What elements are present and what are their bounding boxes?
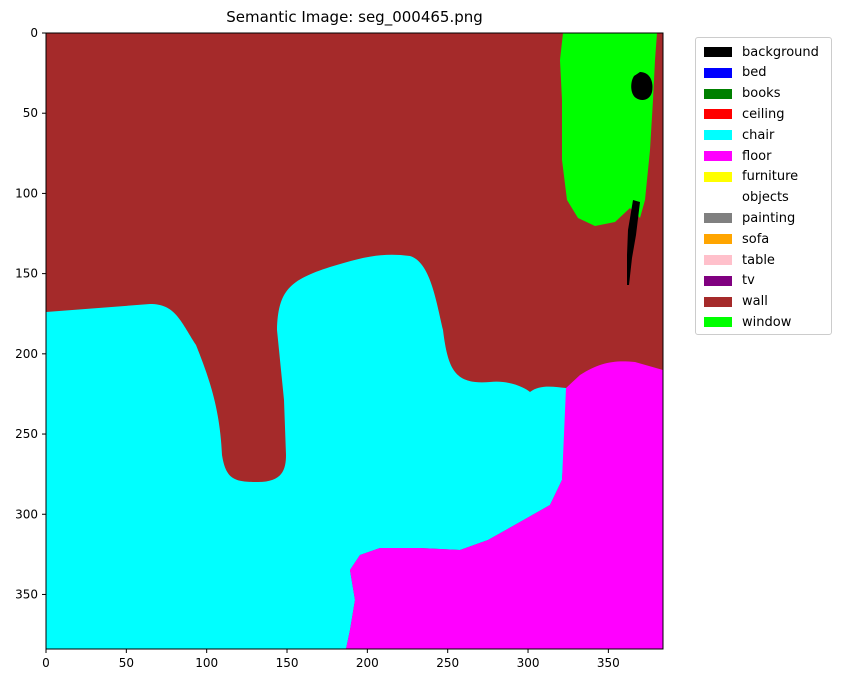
legend-swatch [704, 255, 732, 265]
legend-swatch [704, 47, 732, 57]
legend-swatch [704, 88, 732, 99]
background-blob-upper [631, 72, 653, 100]
legend-swatch [704, 317, 732, 328]
legend-item-books: books [704, 85, 780, 103]
x-tick-label: 150 [276, 656, 299, 670]
legend-swatch [704, 171, 732, 182]
legend-label: sofa [742, 231, 770, 247]
plot-title: Semantic Image: seg_000465.png [226, 8, 483, 26]
chair-region [46, 254, 566, 650]
legend: background bed books ceiling chair floor furni… [695, 37, 832, 335]
legend-label: bed [742, 65, 767, 81]
background-blob-lower [627, 200, 640, 285]
legend-swatch [704, 275, 732, 286]
legend-label: window [742, 314, 792, 330]
legend-swatch [704, 192, 732, 203]
legend-item-background: background [704, 43, 819, 61]
x-tick-label: 250 [436, 656, 459, 670]
x-tick-label: 100 [195, 656, 218, 670]
legend-item-wall: wall [704, 293, 768, 311]
legend-swatch [704, 130, 732, 141]
y-tick-label: 200 [15, 347, 38, 361]
floor-region [346, 361, 663, 649]
legend-item-chair: chair [704, 126, 774, 144]
legend-label: books [742, 86, 781, 102]
legend-label: background [742, 44, 819, 60]
legend-swatch [704, 151, 732, 161]
legend-item-painting: painting [704, 209, 795, 227]
legend-swatch [704, 234, 732, 245]
x-tick-label: 200 [356, 656, 379, 670]
legend-label: ceiling [742, 106, 785, 122]
legend-item-floor: floor [704, 147, 771, 165]
legend-label: floor [742, 148, 772, 164]
window-region [560, 33, 657, 226]
y-tick-label: 250 [15, 427, 38, 441]
legend-item-window: window [704, 313, 791, 331]
legend-label: wall [742, 294, 768, 310]
y-tick-label: 50 [23, 106, 38, 120]
legend-label: furniture [742, 169, 799, 185]
y-tick-label: 300 [15, 507, 38, 521]
legend-swatch [704, 296, 732, 307]
legend-swatch [704, 67, 732, 78]
x-tick-label: 350 [597, 656, 620, 670]
legend-swatch [704, 109, 732, 120]
legend-item-objects: objects [704, 189, 789, 207]
legend-label: painting [742, 210, 796, 226]
legend-label: objects [742, 190, 789, 206]
y-tick-label: 150 [15, 267, 38, 281]
legend-item-furniture: furniture [704, 168, 798, 186]
y-tick-label: 0 [30, 26, 38, 40]
axes-frame [45, 32, 664, 650]
legend-item-sofa: sofa [704, 230, 769, 248]
y-tick-label: 350 [15, 587, 38, 601]
x-tick-label: 0 [42, 656, 50, 670]
legend-label: table [742, 252, 775, 268]
legend-label: chair [742, 127, 775, 143]
y-axis: 0 50 100 150 200 250 300 350 [15, 26, 46, 601]
x-tick-label: 50 [119, 656, 134, 670]
legend-item-bed: bed [704, 64, 767, 82]
segmentation-image [46, 33, 663, 650]
legend-item-table: table [704, 251, 775, 269]
legend-item-ceiling: ceiling [704, 105, 784, 123]
x-axis: 0 50 100 150 200 250 300 350 [42, 649, 620, 670]
legend-swatch [704, 213, 732, 224]
legend-item-tv: tv [704, 272, 755, 290]
legend-label: tv [742, 273, 755, 289]
y-tick-label: 100 [15, 186, 38, 200]
x-tick-label: 300 [517, 656, 540, 670]
